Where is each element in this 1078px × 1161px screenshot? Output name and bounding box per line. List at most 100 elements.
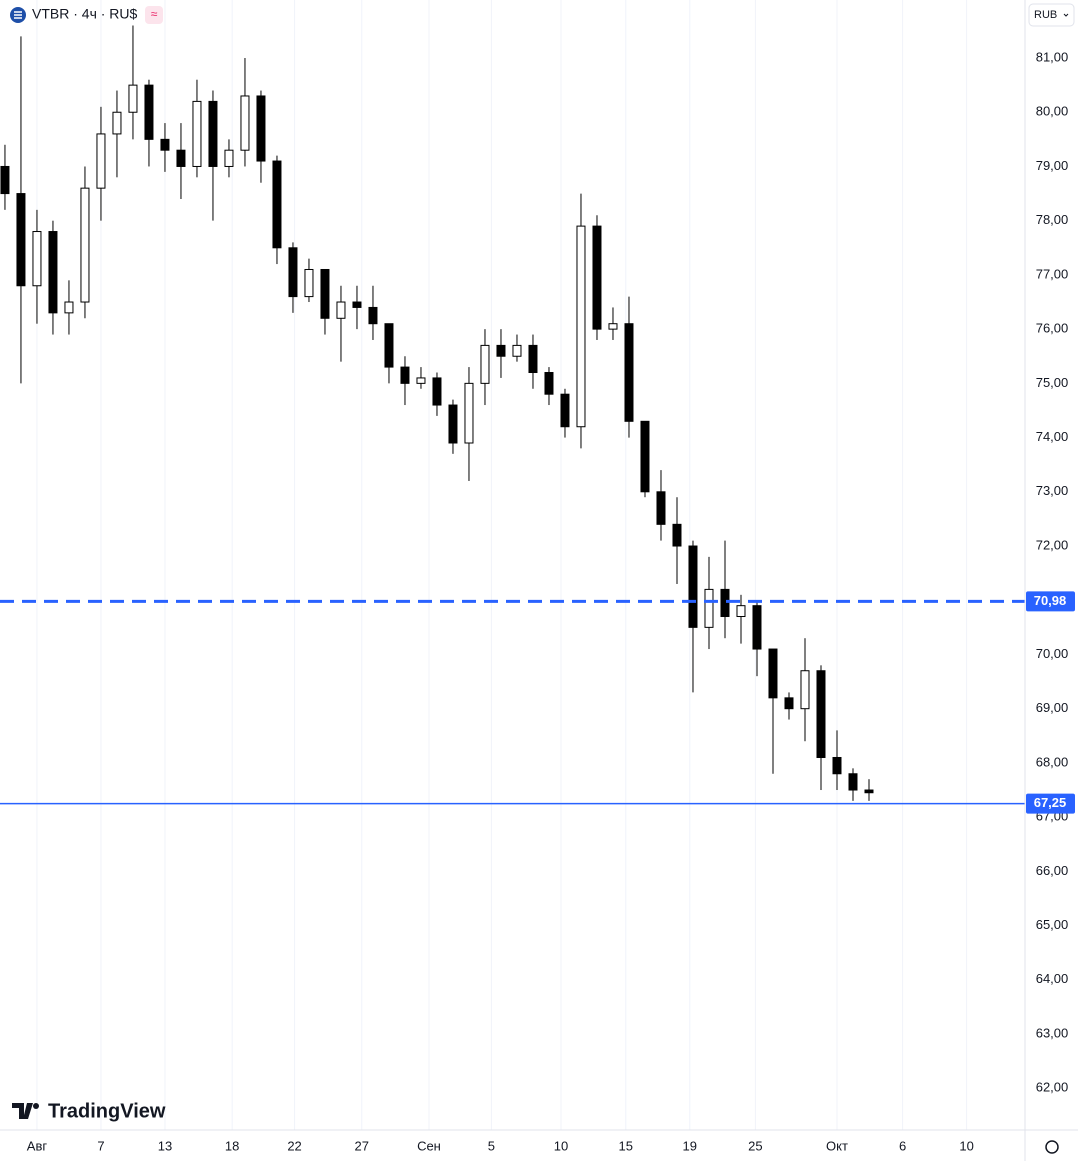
brand: TradingView (48, 1100, 166, 1122)
candle-body (832, 756, 842, 775)
x-tick-label: Авг (27, 1138, 48, 1153)
x-tick-label: Сен (417, 1138, 441, 1153)
candle-body (352, 301, 362, 308)
logo-icon (12, 1103, 33, 1119)
y-tick-label: 66,00 (1036, 863, 1069, 878)
y-tick-label: 79,00 (1036, 158, 1069, 173)
y-tick-label: 69,00 (1036, 700, 1069, 715)
currency-chevron (1063, 13, 1069, 17)
candle-body (96, 133, 106, 189)
badge-icon: ≈ (151, 7, 158, 21)
y-tick-label: 72,00 (1036, 537, 1069, 552)
candle-body (112, 111, 122, 135)
y-tick-label: 75,00 (1036, 375, 1069, 390)
candle-body (640, 420, 650, 493)
x-tick-label: 15 (619, 1138, 633, 1153)
price-label-bg (1026, 591, 1075, 612)
candle-body (336, 301, 346, 319)
x-tick-label: 19 (683, 1138, 697, 1153)
candle-body (560, 393, 570, 428)
y-tick-label: 80,00 (1036, 104, 1069, 119)
candle-body (400, 366, 410, 384)
candle-body (528, 344, 538, 374)
axes: Авг 7 13 18 22 27 Сен 5 10 15 19 25 Окт 6 10 62,00 63,00… (27, 49, 1075, 1153)
candle-body (464, 382, 474, 444)
candle-body (320, 268, 330, 319)
candle-body (704, 588, 714, 628)
y-tick-label: 81,00 (1036, 49, 1069, 64)
y-tick-label: 62,00 (1036, 1080, 1069, 1095)
candle-body (592, 225, 602, 330)
candle-body (672, 523, 682, 547)
logo-icon (33, 1103, 39, 1109)
candle-body (576, 225, 586, 428)
candle-body (496, 344, 506, 357)
candle-body (192, 100, 202, 167)
candle-body (240, 95, 250, 151)
x-tick-label: Окт (826, 1138, 848, 1153)
y-tick-label: 77,00 (1036, 266, 1069, 281)
candle-body (80, 187, 90, 303)
candle-body (272, 160, 282, 249)
candle-body (304, 268, 314, 298)
chart-title: VTBR · 4ч · RU$ (32, 6, 138, 22)
candle-body (160, 138, 170, 151)
candle-body (512, 344, 522, 357)
candle-body (224, 149, 234, 167)
y-tick-label: 76,00 (1036, 321, 1069, 336)
candle-body (736, 605, 746, 618)
candle-body (128, 84, 138, 113)
candle-body (752, 605, 762, 650)
candle-body (144, 84, 154, 140)
candle-body (864, 789, 874, 794)
candle-body (256, 95, 266, 162)
y-tick-label: 78,00 (1036, 212, 1069, 227)
candle-body (816, 670, 826, 758)
candle-body (800, 670, 810, 710)
x-tick-label: 5 (488, 1138, 495, 1153)
candle-body (432, 377, 442, 406)
candle-body (384, 323, 394, 368)
currency-button[interactable] (1028, 3, 1075, 27)
y-tick-label: 64,00 (1036, 971, 1069, 986)
candle-body (32, 231, 42, 287)
price-label: 67,25 (1034, 795, 1067, 810)
y-tick-label: 68,00 (1036, 754, 1069, 769)
candle-body (544, 372, 554, 395)
y-tick-label: 74,00 (1036, 429, 1069, 444)
plot (0, 25, 1025, 805)
candle-body (288, 247, 298, 298)
candle-body (784, 697, 794, 710)
candle-body (688, 545, 698, 628)
currency[interactable]: RUB (1034, 9, 1057, 21)
settings-icon[interactable] (1045, 1140, 1059, 1154)
candle-body (64, 301, 74, 314)
y-tick-label: 65,00 (1036, 917, 1069, 932)
candle-body (48, 231, 58, 314)
candle-body (720, 588, 730, 618)
x-tick-label: 22 (287, 1138, 301, 1153)
badge (145, 6, 163, 24)
candle-body (208, 100, 218, 167)
candle-body (848, 773, 858, 791)
x-tick-label: 27 (355, 1138, 369, 1153)
grid (36, 0, 968, 1130)
candle-body (448, 404, 458, 444)
x-tick-label: 7 (97, 1138, 104, 1153)
candle-body (480, 344, 490, 384)
candle-body (16, 193, 26, 287)
price-label-bg (1026, 793, 1075, 814)
price-label: 70,98 (1034, 593, 1067, 608)
x-tick-label: 10 (554, 1138, 568, 1153)
x-tick-label: 10 (959, 1138, 973, 1153)
candle-body (176, 149, 186, 167)
x-tick-label: 18 (225, 1138, 239, 1153)
candle-body (0, 165, 10, 195)
candle-body (656, 491, 666, 525)
y-tick-label: 70,00 (1036, 646, 1069, 661)
y-tick-label: 63,00 (1036, 1025, 1069, 1040)
candle-body (368, 306, 378, 325)
symbol-icon-lines (14, 11, 22, 19)
